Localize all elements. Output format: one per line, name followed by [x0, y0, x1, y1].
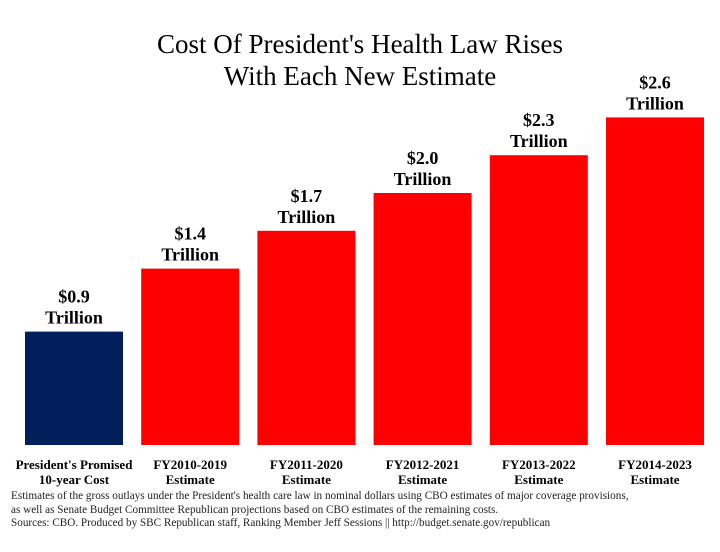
value-label-1-amount: $1.4: [174, 224, 206, 244]
category-label-1-line-2: Estimate: [166, 472, 215, 487]
value-label-0-amount: $0.9: [58, 287, 90, 307]
bar-2: [257, 230, 356, 445]
category-label-3-line-2: Estimate: [398, 472, 447, 487]
source-notes: Estimates of the gross outlays under the…: [11, 490, 716, 531]
category-label-4-line-2: Estimate: [514, 472, 563, 487]
value-label-3-amount: $2.0: [407, 148, 439, 168]
category-label-4-line-1: FY2013-2022: [502, 457, 576, 472]
chart-title-line-2: With Each New Estimate: [223, 61, 497, 91]
category-label-5-line-1: FY2014-2023: [618, 457, 692, 472]
category-label-5-line-2: Estimate: [630, 472, 679, 487]
bar-0: [25, 331, 123, 445]
category-label-2-line-2: Estimate: [282, 472, 331, 487]
value-label-2-amount: $1.7: [291, 186, 323, 206]
note-line-3: Sources: CBO. Produced by SBC Republican…: [11, 517, 551, 529]
note-line-2: as well as Senate Budget Committee Repub…: [11, 503, 499, 516]
chart-title: Cost Of President's Health Law Rises Wit…: [0, 28, 720, 92]
bar-4: [489, 155, 588, 445]
note-line-1: Estimates of the gross outlays under the…: [11, 490, 629, 502]
category-label-3-line-1: FY2012-2021: [386, 457, 460, 472]
bar-3: [373, 193, 472, 445]
bar-5: [606, 117, 704, 446]
value-label-5-unit: Trillion: [626, 93, 684, 113]
category-label-1-line-1: FY2010-2019: [153, 457, 227, 472]
chart-title-line-1: Cost Of President's Health Law Rises: [156, 29, 564, 59]
category-label-2-line-1: FY2011-2020: [270, 457, 343, 472]
category-label-0-line-2: 10-year Cost: [39, 472, 110, 487]
value-label-0-unit: Trillion: [45, 308, 103, 328]
category-label-0-line-1: President's Promised: [16, 457, 134, 472]
bar-1: [141, 268, 240, 445]
value-label-3-unit: Trillion: [394, 169, 452, 189]
value-label-1-unit: Trillion: [161, 245, 219, 265]
value-label-4-unit: Trillion: [510, 131, 568, 151]
value-label-5-amount: $2.6: [639, 72, 671, 92]
value-label-2-unit: Trillion: [278, 207, 336, 227]
value-label-4-amount: $2.3: [523, 110, 555, 130]
